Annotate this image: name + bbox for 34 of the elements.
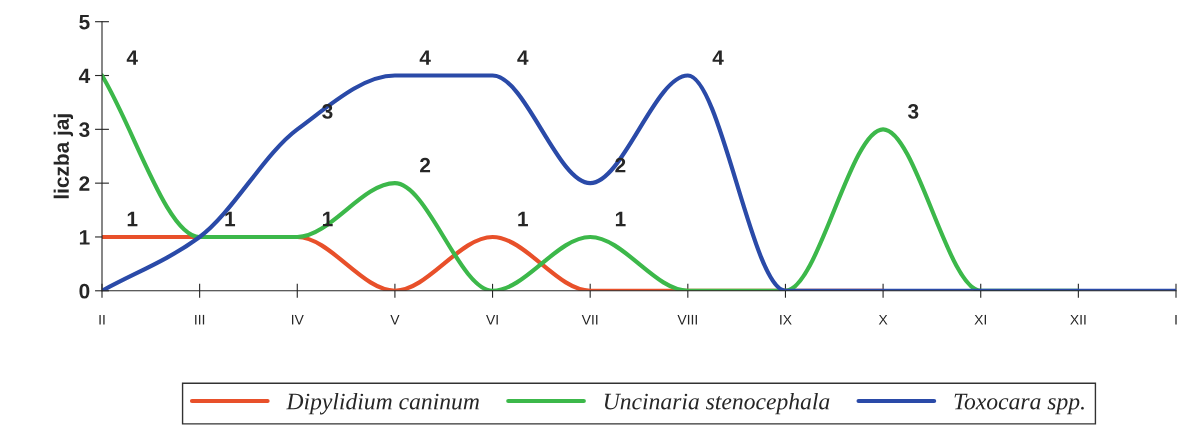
legend-label: Dipylidium caninum — [286, 392, 479, 415]
x-tick-label: VII — [581, 314, 598, 325]
data-label: 2 — [420, 157, 431, 173]
data-label: 1 — [615, 211, 626, 227]
data-label: 1 — [127, 211, 138, 227]
x-tick-label: XI — [974, 314, 987, 325]
y-tick-label: 1 — [79, 230, 90, 245]
data-label: 1 — [225, 211, 236, 227]
x-tick-label: VIII — [677, 314, 697, 325]
data-label: 2 — [615, 157, 626, 173]
y-tick-label: 4 — [78, 68, 91, 84]
y-tick-label: 3 — [79, 122, 90, 138]
x-tick-label: X — [878, 314, 888, 325]
data-label: 1 — [518, 211, 528, 227]
x-tick-label: V — [390, 314, 400, 325]
x-tick-label: XII — [1070, 314, 1086, 325]
y-tick-label: 2 — [79, 176, 90, 191]
data-label: 3 — [322, 104, 333, 119]
y-tick-label: 0 — [79, 283, 90, 299]
data-label: 4 — [517, 50, 529, 65]
data-label: 4 — [712, 50, 724, 65]
x-tick-label: I — [1175, 314, 1177, 325]
legend-label: Toxocara spp. — [954, 393, 1084, 415]
x-tick-label: IV — [291, 314, 304, 325]
data-label: 4 — [419, 50, 431, 65]
data-label: 4 — [126, 50, 138, 65]
x-tick-label: VI — [486, 314, 498, 325]
y-tick-label: 5 — [79, 14, 90, 30]
x-tick-label: III — [195, 314, 205, 325]
x-tick-label: II — [99, 314, 105, 325]
x-tick-label: IX — [780, 314, 792, 325]
y-axis-title: liczba jaj — [53, 114, 74, 199]
data-label: 3 — [907, 104, 919, 119]
legend-label: Uncinaria stenocephala — [604, 392, 830, 415]
